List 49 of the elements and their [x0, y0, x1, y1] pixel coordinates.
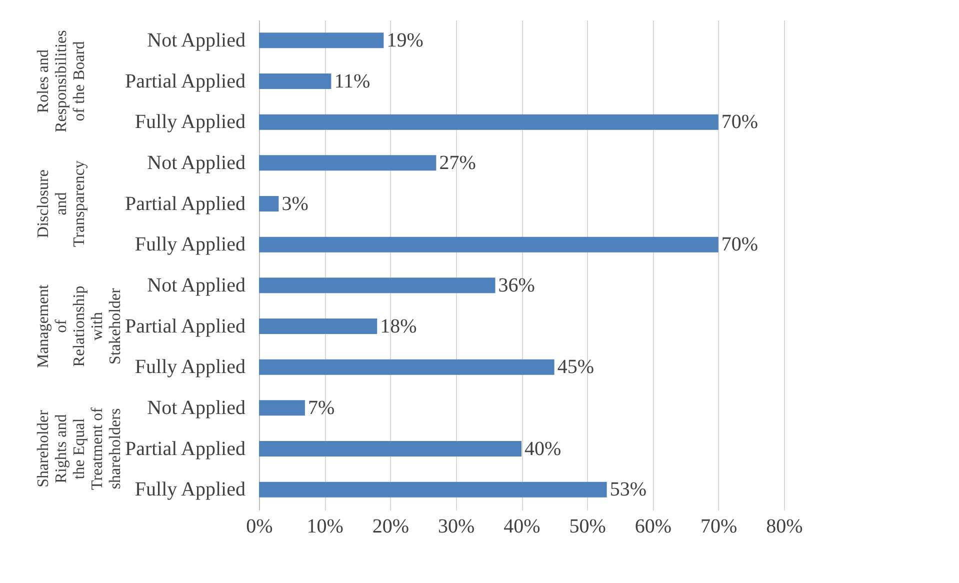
- text: Roles and Responsibilities of the Board: [35, 30, 88, 132]
- bar: [259, 482, 607, 498]
- x-tick-label: 50%: [569, 516, 606, 538]
- bar: [259, 155, 436, 171]
- bar: [259, 32, 384, 48]
- data-label: 70%: [721, 234, 758, 256]
- data-label: 19%: [386, 29, 424, 52]
- text: Shareholder Rights and the Equal Treatment of shareholders: [35, 406, 124, 490]
- data-label: 40%: [524, 438, 562, 460]
- x-tick-label: 60%: [634, 516, 672, 538]
- bar: [259, 236, 718, 252]
- y-tick-label: Partial Applied: [124, 438, 246, 460]
- data-label: 36%: [498, 274, 535, 296]
- y-tick-label: Fully Applied: [134, 234, 246, 256]
- bar: [259, 359, 554, 375]
- data-label: 7%: [308, 396, 335, 419]
- bar: [259, 196, 279, 212]
- bar: [259, 73, 332, 90]
- x-tick-label: 20%: [372, 516, 410, 538]
- bar: [259, 278, 496, 294]
- y-tick-label: Partial Applied: [124, 70, 246, 92]
- x-tick-label: 80%: [766, 516, 803, 538]
- data-label: 27%: [439, 152, 476, 174]
- text: Disclosure and Transparency: [35, 160, 88, 247]
- data-label: 70%: [721, 111, 758, 134]
- y-tick-label: Not Applied: [147, 396, 246, 419]
- y-tick-label: Not Applied: [147, 152, 246, 174]
- y-tick-label: Not Applied: [147, 274, 246, 296]
- y-tick-label: Not Applied: [147, 29, 246, 52]
- data-label: 53%: [610, 478, 646, 501]
- y-tick-label: Fully Applied: [134, 111, 246, 134]
- y-tick-label: Partial Applied: [124, 315, 246, 338]
- y-tick-label: Fully Applied: [134, 478, 246, 501]
- data-label: 45%: [557, 356, 594, 378]
- data-label: 3%: [282, 192, 308, 215]
- text: Management of Relationship with Stakeholder: [35, 284, 124, 368]
- bar: [259, 114, 718, 130]
- bar: [259, 400, 305, 416]
- y-tick-label: Fully Applied: [134, 356, 246, 378]
- x-tick-label: 40%: [504, 516, 540, 538]
- bar: [259, 318, 378, 334]
- y-tick-label: Partial Applied: [124, 192, 246, 215]
- data-label: 11%: [334, 70, 370, 92]
- x-tick-label: 70%: [700, 516, 738, 538]
- bar: [259, 440, 522, 457]
- data-label: 18%: [380, 315, 417, 338]
- x-tick-label: 30%: [438, 516, 475, 538]
- x-tick-label: 10%: [306, 516, 344, 538]
- x-tick-label: 0%: [246, 516, 273, 538]
